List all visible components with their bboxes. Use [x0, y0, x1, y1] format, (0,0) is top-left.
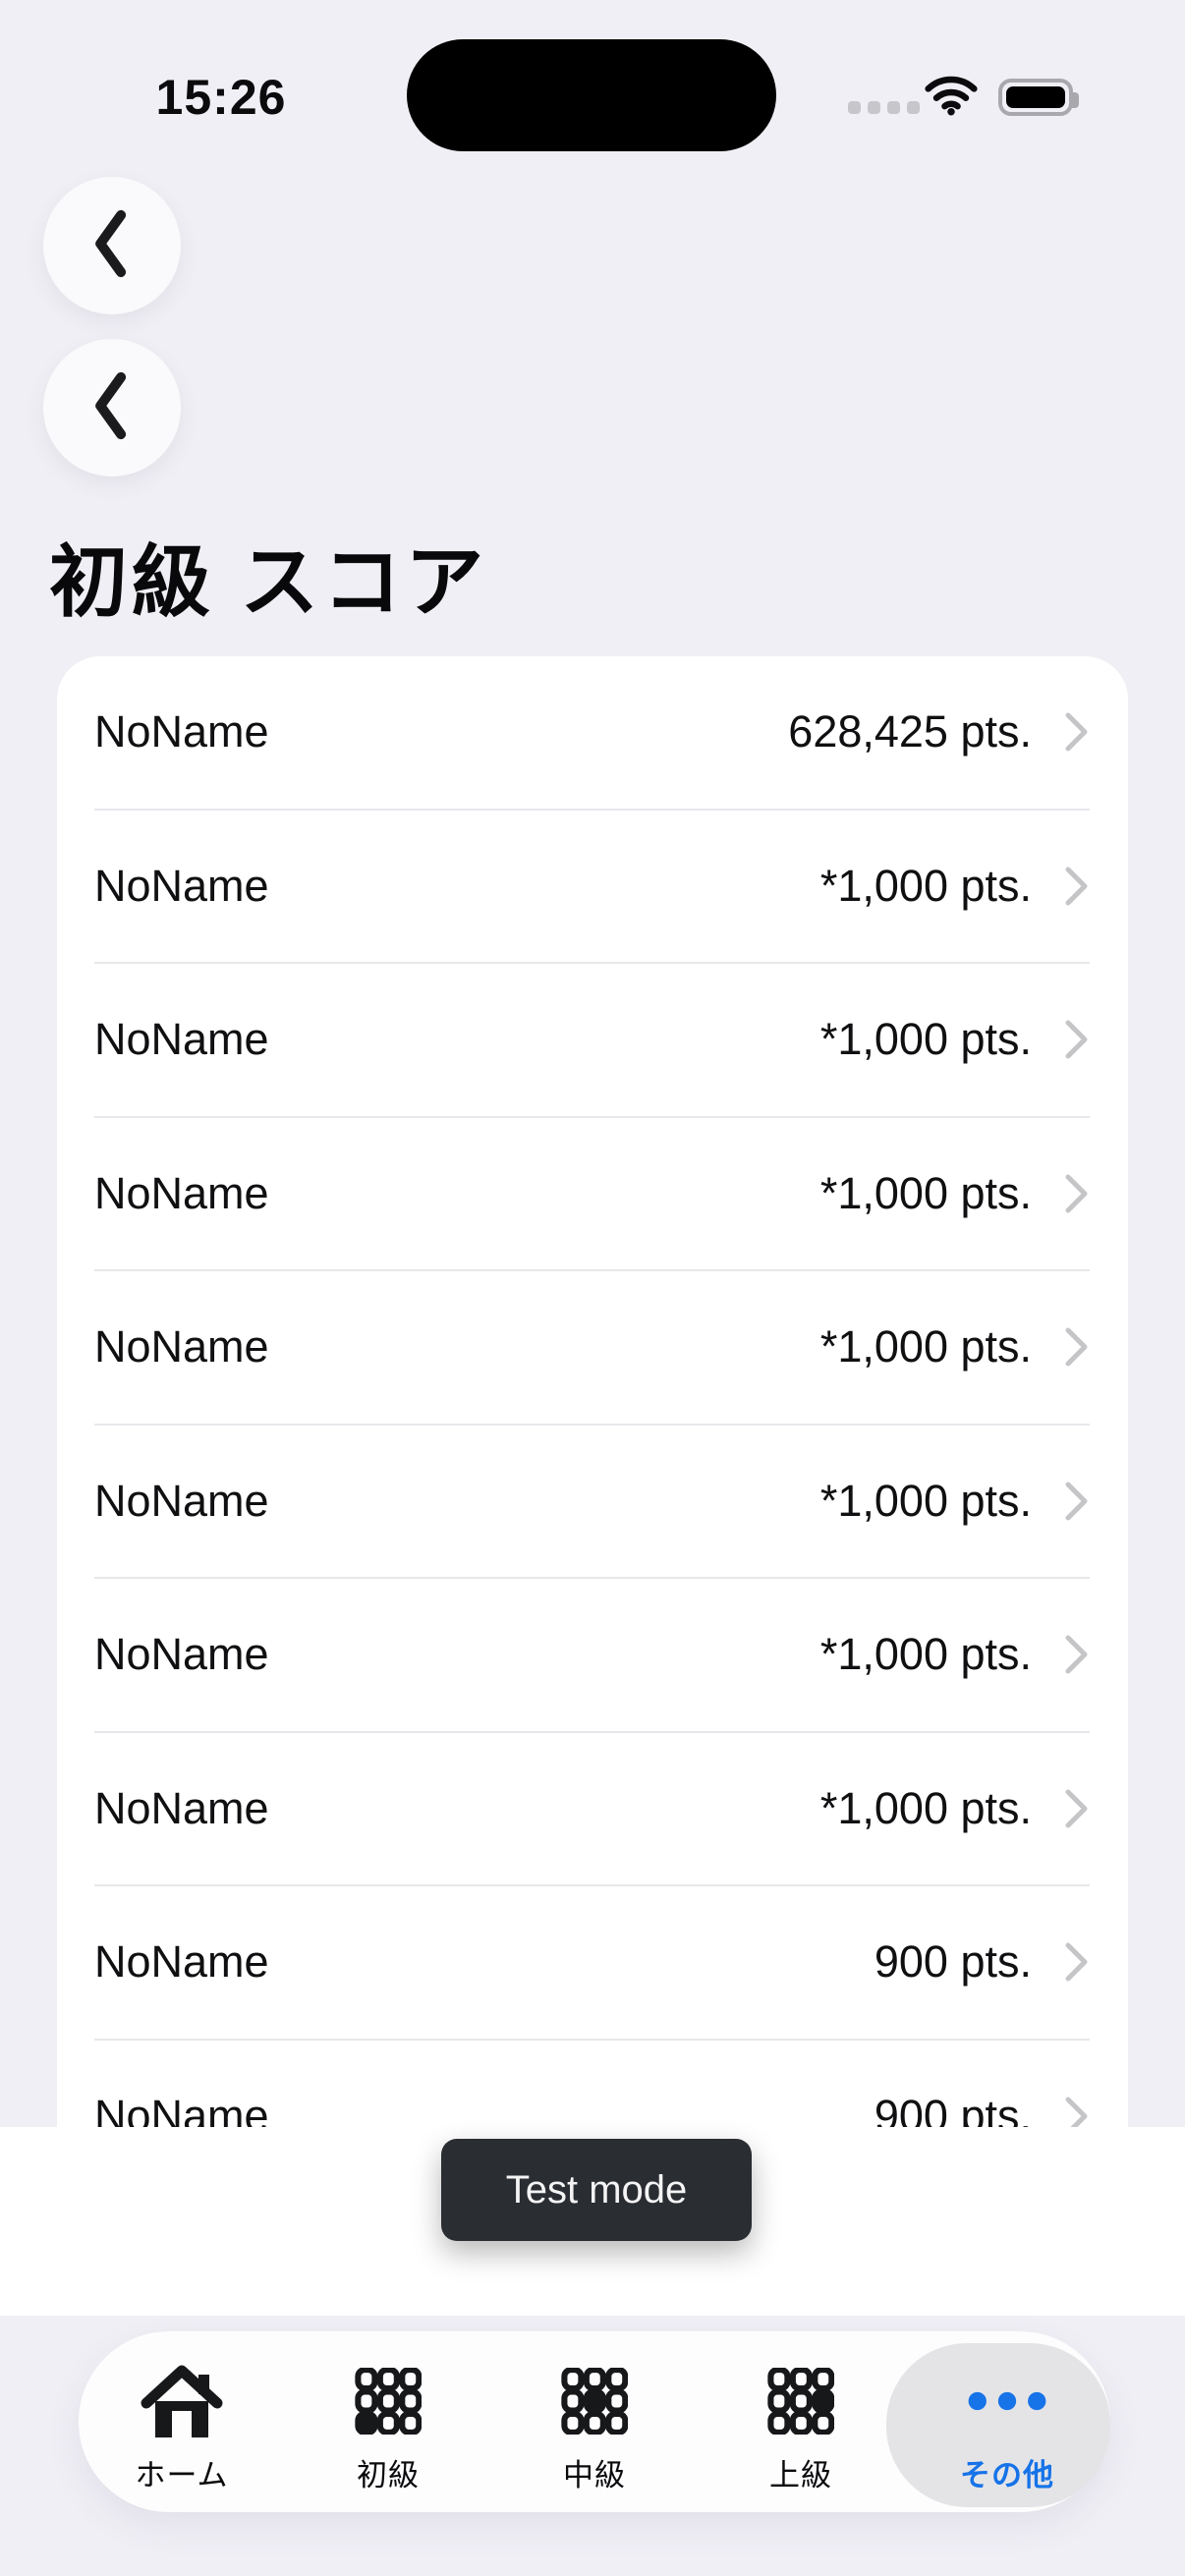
tab-label: 中級 [563, 2458, 626, 2492]
score-value: *1,000 pts. [819, 1014, 1032, 1065]
tab-label: 上級 [769, 2458, 832, 2492]
wifi-icon [924, 73, 979, 121]
tab-bar: ホーム 初級 [79, 2331, 1110, 2512]
grid-bottom-left-filled-icon [355, 2367, 422, 2436]
player-name: NoName [94, 1629, 269, 1680]
score-row[interactable]: NoName *1,000 pts. [94, 811, 1090, 964]
tab-advanced[interactable]: 上級 [698, 2331, 904, 2512]
score-value: *1,000 pts. [819, 1167, 1032, 1218]
chevron-right-icon [1064, 1633, 1090, 1676]
tab-intermediate[interactable]: 中級 [491, 2331, 698, 2512]
cellular-signal-icon [848, 101, 920, 114]
score-value: *1,000 pts. [819, 1782, 1032, 1833]
tab-others[interactable]: その他 [904, 2331, 1110, 2512]
score-row[interactable]: NoName *1,000 pts. [94, 1118, 1090, 1271]
chevron-right-icon [1064, 1172, 1090, 1215]
player-name: NoName [94, 1014, 269, 1065]
score-row[interactable]: NoName *1,000 pts. [94, 1733, 1090, 1886]
score-value: *1,000 pts. [819, 1475, 1032, 1526]
player-name: NoName [94, 1936, 269, 1988]
player-name: NoName [94, 1782, 269, 1833]
selected-tab-background [886, 2343, 1110, 2507]
tab-label: その他 [960, 2458, 1054, 2492]
chevron-right-icon [1064, 1018, 1090, 1061]
score-value: *1,000 pts. [819, 860, 1032, 911]
player-name: NoName [94, 1321, 269, 1372]
chevron-right-icon [1064, 710, 1090, 754]
tab-home[interactable]: ホーム [79, 2331, 285, 2512]
chevron-right-icon [1064, 865, 1090, 908]
chevron-right-icon [1064, 1940, 1090, 1984]
back-button-secondary[interactable] [43, 339, 181, 476]
chevron-left-icon [86, 204, 138, 288]
page-title: 初級 スコア [49, 538, 488, 626]
battery-icon [998, 79, 1079, 116]
player-name: NoName [94, 1167, 269, 1218]
chevron-right-icon [1064, 1787, 1090, 1830]
ellipsis-icon [965, 2367, 1049, 2436]
tab-label: 初級 [357, 2458, 420, 2492]
chevron-right-icon [1064, 1480, 1090, 1523]
status-time: 15:26 [155, 70, 287, 125]
score-row[interactable]: NoName *1,000 pts. [94, 1426, 1090, 1579]
score-row[interactable]: NoName 900 pts. [94, 1886, 1090, 2041]
score-value: 900 pts. [874, 1936, 1032, 1988]
tab-label: ホーム [135, 2458, 229, 2492]
chevron-right-icon [1064, 2095, 1090, 2127]
score-row[interactable]: NoName *1,000 pts. [94, 1271, 1090, 1426]
score-value: *1,000 pts. [819, 1629, 1032, 1680]
player-name: NoName [94, 1475, 269, 1526]
grid-middle-right-filled-icon [767, 2367, 834, 2436]
player-name: NoName [94, 2090, 269, 2127]
test-mode-tooltip: Test mode [441, 2139, 752, 2241]
back-button[interactable] [43, 177, 181, 314]
chevron-left-icon [86, 366, 138, 450]
dynamic-island [407, 39, 776, 151]
tab-beginner[interactable]: 初級 [285, 2331, 491, 2512]
player-name: NoName [94, 706, 269, 757]
score-row-partial[interactable]: NoName 900 pts. [94, 2041, 1090, 2127]
chevron-right-icon [1064, 1325, 1090, 1369]
score-list-card: NoName 628,425 pts. NoName *1,000 pts. N… [57, 656, 1128, 2127]
score-row[interactable]: NoName *1,000 pts. [94, 1579, 1090, 1733]
player-name: NoName [94, 860, 269, 911]
score-row[interactable]: NoName *1,000 pts. [94, 964, 1090, 1118]
score-value: 900 pts. [874, 2090, 1032, 2127]
grid-center-filled-icon [561, 2367, 628, 2436]
home-icon [138, 2365, 226, 2437]
score-value: 628,425 pts. [788, 706, 1032, 757]
score-row[interactable]: NoName 628,425 pts. [94, 656, 1090, 811]
score-value: *1,000 pts. [819, 1321, 1032, 1372]
